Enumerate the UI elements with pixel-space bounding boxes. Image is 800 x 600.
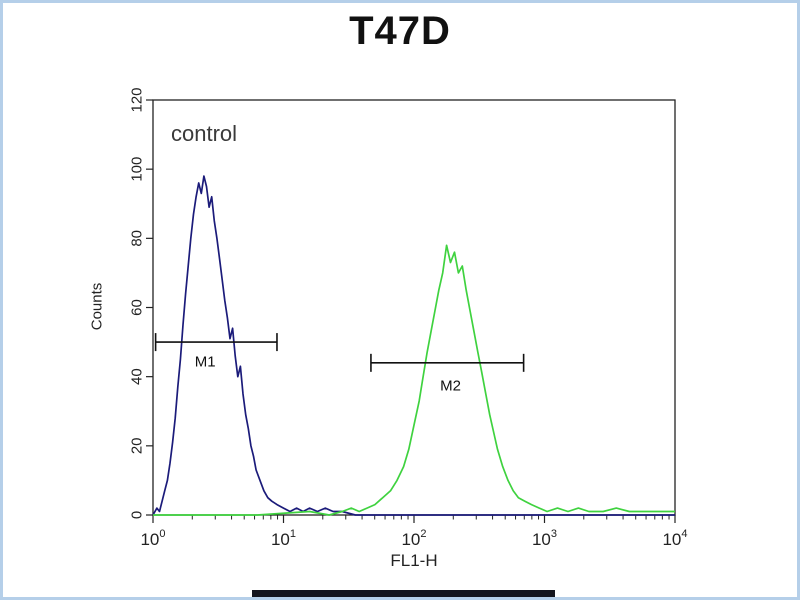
series-control-curve <box>152 175 675 516</box>
y-tick-label: 20 <box>129 437 146 454</box>
x-tick-label: 101 <box>271 528 296 549</box>
y-tick-label: 100 <box>129 157 146 182</box>
chart-title: T47D <box>349 9 451 53</box>
control-annotation: control <box>171 121 238 146</box>
x-axis-label: FL1-H <box>390 551 438 570</box>
x-tick-label: 102 <box>401 528 426 549</box>
series-antibody-curve <box>153 244 675 516</box>
chart-canvas: 0 20 40 60 80 100 120 100 101 102 103 104 M1 M2 <box>129 87 688 549</box>
y-tick-label: 60 <box>129 299 146 316</box>
y-tick-label: 0 <box>129 511 146 519</box>
x-tick-label: 104 <box>662 528 687 549</box>
marker-M2-label: M2 <box>440 378 461 395</box>
plot-frame <box>152 99 676 516</box>
marker-M1-label: M1 <box>195 353 216 370</box>
watermark-bar <box>252 590 555 597</box>
y-tick-label: 80 <box>129 230 146 247</box>
y-tick-label: 120 <box>129 87 146 112</box>
x-tick-label: 103 <box>532 528 557 549</box>
y-axis-label: Counts <box>88 282 106 331</box>
y-tick-label: 40 <box>129 368 146 385</box>
x-tick-label: 100 <box>140 528 165 549</box>
